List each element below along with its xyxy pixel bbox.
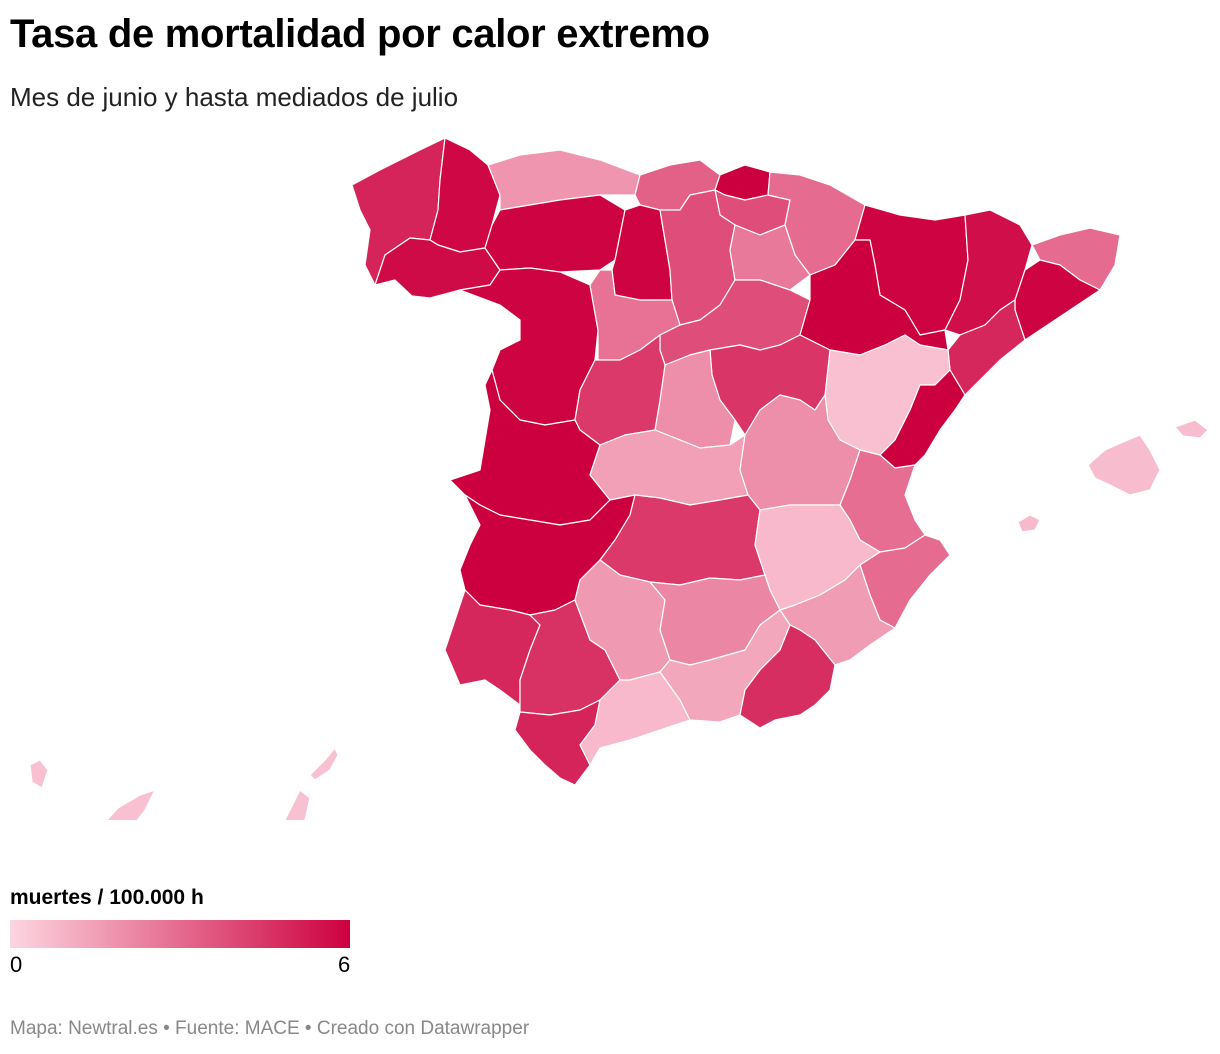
region-ibiza[interactable] [1017,514,1041,533]
region-mallorca[interactable] [1087,434,1161,496]
region-tarragona[interactable] [947,299,1026,396]
legend-title: muertes / 100.000 h [10,886,204,909]
map-title: Tasa de mortalidad por calor extremo [10,12,710,56]
source-footer: Mapa: Newtral.es • Fuente: MACE • Creado… [10,1018,530,1039]
region-soria[interactable] [729,224,811,291]
region-menorca[interactable] [1174,419,1209,439]
region-asturias[interactable] [487,149,641,211]
legend-color-scale [10,920,350,948]
region-lanzarote[interactable] [309,747,339,781]
map-subtitle: Mes de junio y hasta mediados de julio [10,82,459,112]
region-tenerife[interactable] [100,789,156,820]
region-malaga[interactable] [579,671,691,766]
choropleth-map [0,120,1220,820]
legend-min-label: 0 [10,952,23,977]
region-almeria[interactable] [739,624,836,729]
region-la-palma[interactable] [29,759,49,789]
region-zamora-salamanca[interactable] [459,267,599,426]
region-fuerteventura[interactable] [262,789,311,820]
legend-max-label: 6 [338,952,351,977]
